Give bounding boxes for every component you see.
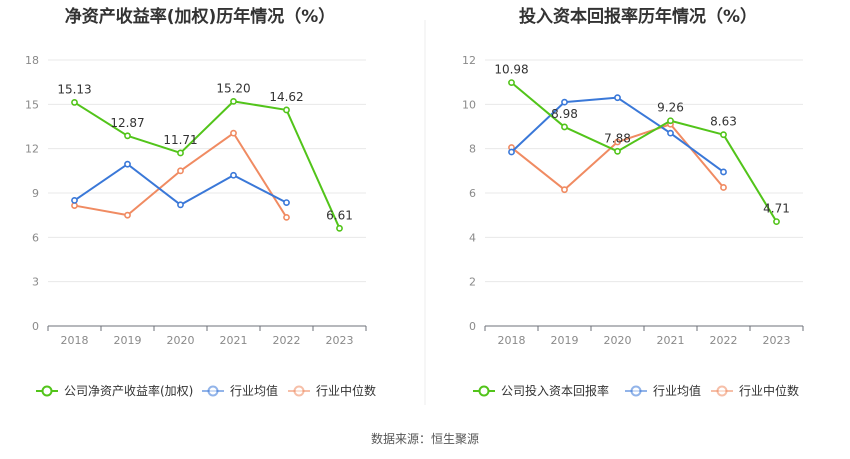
legend-item-industry-average-series[interactable]: 行业均值 (625, 383, 701, 398)
x-tick-label: 2018 (498, 334, 526, 347)
industry-average-series-point[interactable] (667, 129, 674, 137)
industry-median-series-point[interactable] (177, 167, 184, 175)
legend-item-company-series[interactable]: 公司净资产收益率(加权) (36, 383, 193, 398)
y-tick-label: 10 (462, 98, 476, 111)
company-series-point[interactable] (773, 218, 780, 225)
y-tick-label: 0 (469, 320, 476, 333)
legend-label: 行业均值 (653, 383, 701, 398)
legend-item-industry-median-series[interactable]: 行业中位数 (288, 383, 376, 398)
legend-swatch-marker (207, 385, 219, 397)
company-series-point[interactable] (283, 106, 290, 114)
industry-average-series-point[interactable] (230, 171, 237, 179)
data-label: 4.71 (763, 202, 790, 216)
industry-median-series-point[interactable] (561, 186, 568, 194)
legend-swatch-marker (716, 385, 728, 397)
data-label: 10.98 (494, 63, 528, 77)
company-series-point[interactable] (614, 147, 621, 155)
data-label: 14.62 (269, 90, 303, 104)
company-series-point[interactable] (71, 99, 78, 106)
data-label: 12.87 (110, 116, 144, 130)
industry-median-series-point[interactable] (230, 129, 237, 137)
y-tick-label: 18 (25, 54, 39, 67)
industry-average-series-point[interactable] (124, 160, 131, 168)
legend-label: 公司净资产收益率(加权) (64, 383, 193, 398)
industry-median-series-point[interactable] (720, 184, 727, 191)
x-tick-label: 2019 (114, 334, 142, 347)
industry-median-series-point[interactable] (124, 211, 131, 219)
data-label: 8.98 (551, 107, 578, 121)
y-tick-label: 0 (32, 320, 39, 333)
y-tick-label: 12 (25, 143, 39, 156)
roic-chart: 投入资本回报率历年情况（%） 0 2 4 6 8 10 12 2018 2019 2020 2021… (462, 6, 804, 398)
x-tick-label: 2021 (220, 334, 248, 347)
data-label: 15.20 (216, 81, 250, 95)
company-series-line (510, 81, 778, 223)
company-series-point[interactable] (177, 149, 184, 157)
company-series-point[interactable] (720, 131, 727, 139)
company-series-line (73, 100, 341, 229)
legend-label: 行业中位数 (316, 383, 376, 398)
y-tick-label: 8 (469, 143, 476, 156)
legend-swatch-marker (41, 385, 53, 397)
y-tick-label: 6 (469, 187, 476, 200)
industry-average-series-point[interactable] (508, 148, 515, 156)
y-tick-label: 3 (32, 276, 39, 289)
company-series-point[interactable] (124, 132, 131, 140)
industry-average-series-point[interactable] (614, 94, 621, 102)
chart-title: 投入资本回报率历年情况（%） (519, 6, 757, 27)
x-tick-label: 2021 (657, 334, 685, 347)
data-label: 9.26 (657, 101, 684, 115)
x-tick-label: 2023 (326, 334, 354, 347)
x-tick-label: 2020 (604, 334, 632, 347)
x-tick-label: 2022 (273, 334, 301, 347)
legend-label: 公司投入资本回报率 (501, 383, 609, 398)
industry-average-series-point[interactable] (720, 168, 727, 176)
data-label: 6.61 (326, 208, 353, 222)
legend-item-industry-average-series[interactable]: 行业均值 (202, 383, 278, 398)
legend-swatch-marker (478, 385, 490, 397)
data-label: 15.13 (57, 82, 91, 96)
legend-label: 行业中位数 (739, 383, 799, 398)
x-tick-label: 2018 (61, 334, 89, 347)
y-tick-label: 9 (32, 187, 39, 200)
y-tick-label: 12 (462, 54, 476, 67)
industry-average-series-point[interactable] (561, 98, 568, 106)
industry-median-series-point[interactable] (283, 213, 290, 221)
company-series-point[interactable] (667, 117, 674, 125)
data-label: 7.88 (604, 131, 631, 145)
industry-median-series-point[interactable] (614, 138, 621, 146)
y-tick-label: 4 (469, 231, 476, 244)
data-source: 数据来源：恒生聚源 (371, 431, 479, 446)
legend-swatch-marker (630, 385, 642, 397)
data-label: 8.63 (710, 115, 737, 129)
x-tick-label: 2020 (167, 334, 195, 347)
y-tick-label: 6 (32, 231, 39, 244)
data-label: 11.71 (163, 133, 197, 147)
company-series-point[interactable] (561, 123, 568, 131)
legend-item-industry-median-series[interactable]: 行业中位数 (711, 383, 799, 398)
legend-label: 行业均值 (230, 383, 278, 398)
legend-item-company-series[interactable]: 公司投入资本回报率 (473, 383, 609, 398)
industry-average-series-point[interactable] (177, 201, 184, 209)
company-series-point[interactable] (508, 79, 515, 87)
y-tick-label: 2 (469, 276, 476, 289)
x-tick-label: 2022 (710, 334, 738, 347)
company-series-point[interactable] (230, 97, 237, 105)
chart-title: 净资产收益率(加权)历年情况（%） (65, 6, 336, 27)
legend-swatch-marker (293, 385, 305, 397)
x-tick-label: 2019 (551, 334, 579, 347)
industry-average-series-point[interactable] (283, 199, 290, 207)
company-series-point[interactable] (336, 224, 343, 232)
roe-chart: 净资产收益率(加权)历年情况（%） 0 3 6 9 12 15 18 2018 2019 2020… (25, 6, 376, 398)
x-tick-label: 2023 (763, 334, 791, 347)
y-tick-label: 15 (25, 98, 39, 111)
industry-average-series-point[interactable] (71, 196, 78, 204)
